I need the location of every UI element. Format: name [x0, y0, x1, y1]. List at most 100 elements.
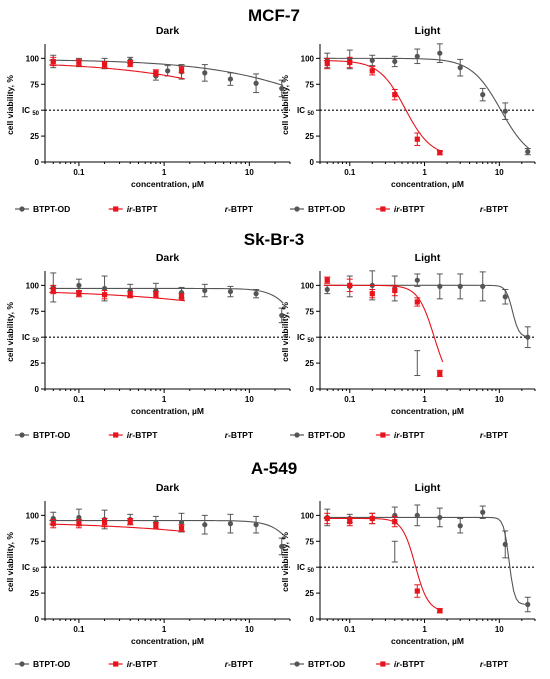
data-point [178, 294, 185, 300]
ic50-subscript: 50 [307, 111, 314, 117]
y-tick-label: 75 [30, 307, 39, 316]
legend-label-italic: ir- [394, 430, 403, 440]
legend-item: r-BTPT [225, 204, 254, 214]
x-tick-label: 10 [245, 625, 254, 634]
data-point [153, 70, 159, 76]
legend-marker [294, 432, 300, 438]
series-ir-BTPT [49, 517, 185, 533]
data-point [369, 68, 375, 74]
legend-marker [294, 661, 300, 667]
data-point [414, 136, 420, 142]
legend-label: r-BTPT [225, 430, 254, 440]
legend-label: r-BTPT [225, 204, 254, 214]
data-point [165, 68, 171, 74]
legend-label-text: BTPT [486, 659, 509, 669]
y-tick-label: 100 [26, 54, 40, 63]
legend-label-italic: r- [225, 659, 231, 669]
x-tick-label: 0.1 [344, 168, 356, 177]
legend-item: ir-BTPT [108, 204, 159, 214]
legend-label: BTPT-OD [308, 204, 345, 214]
legend-item: ir-BTPT [108, 659, 158, 669]
data-point [392, 58, 398, 65]
data-point [347, 518, 353, 525]
legend-item: r-BTPT [480, 204, 509, 214]
series-ir-BTPT [323, 512, 443, 614]
legend-item: ir-BTPT [375, 659, 426, 669]
data-point [457, 65, 463, 71]
legend-item: ir-BTPT [375, 204, 425, 214]
y-tick-label: 25 [30, 589, 39, 598]
y-tick-label: 75 [30, 537, 39, 546]
panel-title: Light [415, 252, 441, 264]
data-point [525, 601, 531, 608]
y-axis-label: cell viability, % [5, 532, 15, 592]
data-point [202, 522, 208, 528]
panel-title: Light [415, 482, 441, 494]
data-point [324, 60, 330, 67]
row-title-skbr3: Sk-Br-3 [244, 230, 304, 249]
ic50-subscript: 50 [32, 111, 39, 117]
panel-title: Light [415, 25, 441, 37]
fit-curve [323, 284, 530, 338]
x-axis-label: concentration, µM [391, 179, 464, 189]
legend-marker [19, 206, 25, 212]
panel-title: Dark [156, 25, 180, 37]
legend-label-text: BTPT [231, 659, 254, 669]
series-BTPT-OD [323, 504, 531, 613]
data-point [127, 518, 133, 525]
data-point [50, 521, 56, 527]
data-point [480, 92, 486, 98]
fit-curve [323, 57, 530, 150]
data-point [202, 70, 208, 76]
fit-curve [49, 59, 284, 87]
legend-marker [113, 661, 119, 667]
data-point [502, 541, 508, 547]
data-point [437, 608, 443, 614]
legend-label-italic: r- [480, 430, 486, 440]
row-title-a549: A-549 [251, 459, 297, 478]
legend-label: ir-BTPT [127, 204, 159, 214]
ic50-label: IC [22, 106, 30, 115]
y-tick-label: 75 [305, 537, 314, 546]
series-BTPT-OD [323, 43, 531, 156]
legend-label-italic: r- [225, 204, 231, 214]
y-axis-label: cell viability, % [280, 302, 290, 362]
legend-item: r-BTPT [225, 430, 254, 440]
ic50-subscript: 50 [32, 568, 39, 574]
legend-marker [113, 206, 119, 212]
ic50-label: IC [22, 333, 30, 342]
legend-label-text: BTPT [135, 430, 158, 440]
ic50-subscript: 50 [307, 568, 314, 574]
chart-panel: Dark 100 75 25 0 IC 50 0.1 1 10 concentration, µM c… [5, 25, 291, 214]
ic50-label: IC [297, 106, 305, 115]
data-point [279, 543, 285, 550]
legend-label: ir-BTPT [394, 659, 426, 669]
series-ir-BTPT [323, 276, 444, 378]
series-ir-BTPT [49, 284, 185, 302]
data-point [437, 150, 443, 156]
y-tick-label: 0 [35, 615, 40, 624]
chart-panel: Light 100 75 25 0 IC 50 0.1 1 10 concentration, µM… [280, 252, 536, 440]
data-point [392, 287, 398, 294]
legend-label: r-BTPT [225, 659, 254, 669]
legend-label-text: BTPT [231, 430, 254, 440]
fit-curve [323, 517, 443, 611]
legend-label: BTPT-OD [33, 659, 70, 669]
ic50-subscript: 50 [307, 338, 314, 344]
chart-panel: Dark 100 75 25 0 IC 50 0.1 1 10 concentration, µM c… [5, 482, 291, 669]
data-point [525, 149, 531, 155]
data-point [369, 57, 375, 64]
y-tick-label: 75 [305, 80, 314, 89]
legend-label: ir-BTPT [127, 430, 159, 440]
x-tick-label: 0.1 [73, 625, 85, 634]
y-tick-label: 100 [26, 281, 40, 290]
legend-label-text: BTPT-OD [33, 659, 70, 669]
data-point [414, 277, 420, 283]
fit-curve [49, 520, 284, 536]
x-tick-label: 1 [162, 625, 167, 634]
ic50-label: IC [22, 563, 30, 572]
y-axis-label: cell viability, % [280, 532, 290, 592]
fit-curve [49, 64, 185, 80]
legend-label-text: BTPT [231, 204, 254, 214]
legend-label: r-BTPT [480, 430, 509, 440]
